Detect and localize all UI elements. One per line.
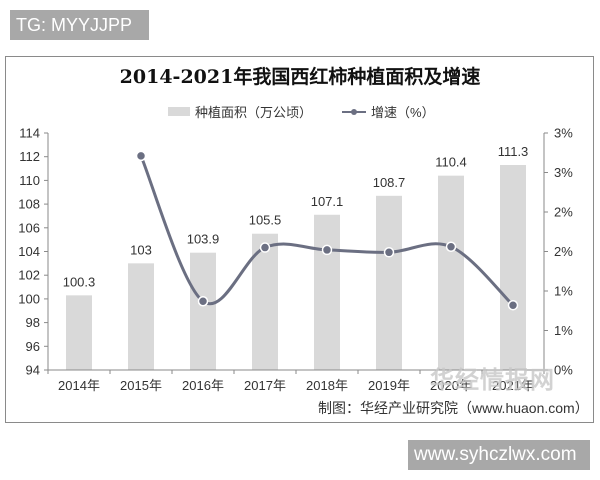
right-axis-tick-label: 3%: [554, 165, 573, 180]
bar: [376, 195, 402, 370]
x-axis-tick-label: 2018年: [306, 378, 348, 393]
legend-line-label: 增速（%）: [371, 105, 435, 120]
x-axis-tick-label: 2014年: [58, 378, 100, 393]
growth-point: [383, 247, 395, 258]
bar-value-label: 108.7: [373, 175, 406, 190]
growth-point: [197, 296, 209, 307]
right-axis-tick-label: 2%: [554, 205, 573, 220]
watermark-bottom-right: www.syhczlwx.com: [408, 440, 590, 470]
x-axis-tick-label: 2020年: [430, 378, 472, 393]
growth-point: [135, 150, 147, 162]
right-axis-tick-label: 2%: [554, 244, 573, 259]
bar-value-label: 105.5: [249, 213, 282, 228]
chart-legend: 种植面积（万公顷） 增速（%）: [168, 102, 435, 121]
left-axis-tick-label: 98: [26, 315, 40, 330]
bar-value-label: 107.1: [311, 194, 344, 209]
left-axis-tick-label: 100: [18, 291, 40, 306]
left-axis-tick-label: 94: [26, 363, 40, 378]
bar-value-label: 103: [130, 242, 152, 257]
growth-point: [259, 242, 271, 253]
right-axis-tick-label: 1%: [554, 284, 573, 299]
bar: [190, 252, 216, 370]
x-axis-tick-label: 2015年: [120, 378, 162, 393]
bar: [252, 233, 278, 370]
left-axis-tick-label: 110: [19, 173, 40, 188]
bar-value-label: 110.4: [435, 155, 467, 170]
left-axis-tick-label: 108: [18, 197, 40, 212]
bar: [66, 295, 92, 370]
bar: [128, 263, 154, 370]
x-axis-tick-label: 2021年: [492, 378, 534, 393]
bar: [438, 175, 464, 370]
x-axis-tick-label: 2019年: [368, 378, 410, 393]
left-axis-tick-label: 96: [26, 339, 40, 354]
legend-bar-swatch-icon: [168, 107, 190, 116]
right-axis-tick-label: 0%: [554, 363, 573, 378]
left-axis-tick-label: 106: [18, 220, 40, 235]
left-axis-tick-label: 114: [19, 126, 40, 141]
legend-line-swatch-icon: [342, 106, 367, 118]
x-axis-tick-label: 2017年: [244, 378, 286, 393]
chart-title: 2014-2021年我国西红柿种植面积及增速: [119, 66, 481, 88]
left-axis-tick-label: 104: [18, 244, 40, 259]
bar: [314, 214, 340, 370]
bar-value-label: 103.9: [187, 232, 220, 247]
chart-source: 制图：华经产业研究院（www.huaon.com）: [318, 400, 589, 416]
bar-value-label: 111.3: [498, 144, 529, 159]
bar: [500, 164, 526, 370]
left-axis-tick-label: 112: [19, 149, 40, 164]
chart-frame: [5, 56, 594, 423]
right-axis-tick-label: 1%: [554, 323, 573, 338]
legend-bar-label: 种植面积（万公顷）: [195, 105, 313, 120]
growth-point: [321, 244, 333, 256]
right-axis-tick-label: 3%: [554, 126, 573, 141]
growth-point: [507, 299, 519, 311]
x-axis-tick-label: 2016年: [182, 378, 224, 393]
watermark-logo: 华经情报网: [430, 367, 555, 394]
watermark-top-left: TG: MYYJJPP: [10, 10, 149, 40]
growth-point: [445, 241, 457, 253]
bar-value-label: 100.3: [63, 274, 96, 289]
left-axis-tick-label: 102: [18, 268, 40, 283]
